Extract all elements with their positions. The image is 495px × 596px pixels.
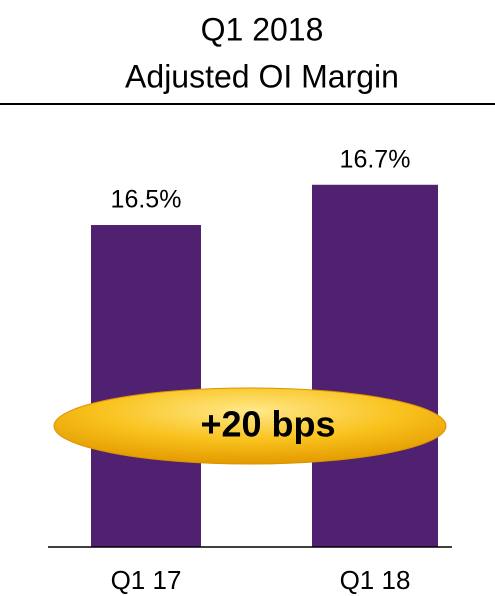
- value-label: 16.5%: [111, 186, 182, 214]
- annotation: +20 bps: [200, 404, 335, 445]
- value-label: 16.7%: [340, 145, 411, 173]
- bars: [91, 184, 438, 547]
- x-tick-label: Q1 18: [340, 565, 411, 595]
- bar: [91, 225, 201, 547]
- x-tick-label: Q1 17: [111, 565, 182, 595]
- bar: [312, 184, 438, 547]
- chart-title: Q1 2018: [201, 11, 324, 47]
- chart-subtitle: Adjusted OI Margin: [125, 58, 399, 94]
- annotation-badge: [53, 387, 447, 465]
